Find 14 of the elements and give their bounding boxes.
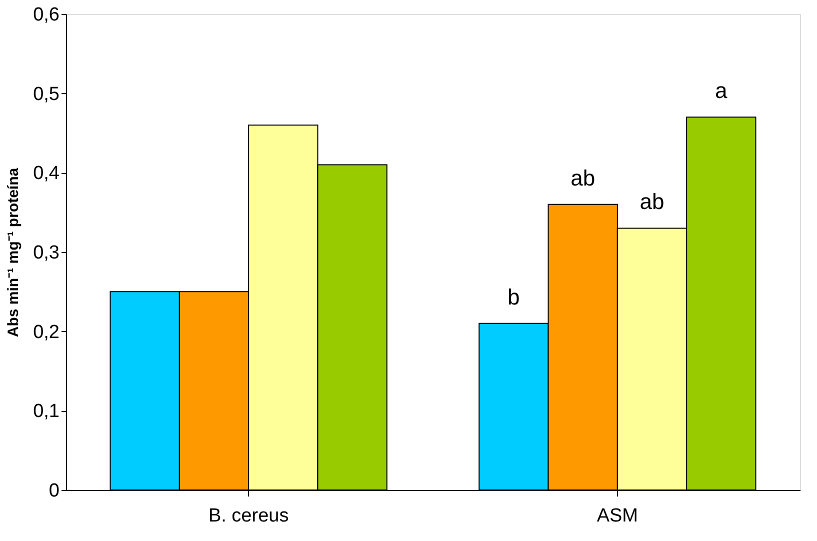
y-tick-label: 0,1: [33, 401, 60, 422]
y-tick-label: 0,6: [33, 4, 60, 26]
y-axis-title: Abs min⁻¹ mg⁻¹ proteína: [5, 167, 22, 338]
y-tick-label: 0,4: [33, 163, 60, 184]
annotation: b: [508, 284, 520, 310]
annotation: a: [715, 78, 728, 104]
x-tick-label: B. cereus: [208, 506, 289, 526]
annotation: ab: [570, 165, 596, 190]
annotation: ab: [640, 189, 664, 214]
y-tick-label: 0,3: [33, 242, 60, 264]
x-tick-label: ASM: [596, 506, 638, 526]
y-tick-label: 0: [48, 480, 60, 502]
y-tick-label: 0,2: [33, 322, 60, 343]
y-tick-label: 0,5: [33, 84, 60, 105]
